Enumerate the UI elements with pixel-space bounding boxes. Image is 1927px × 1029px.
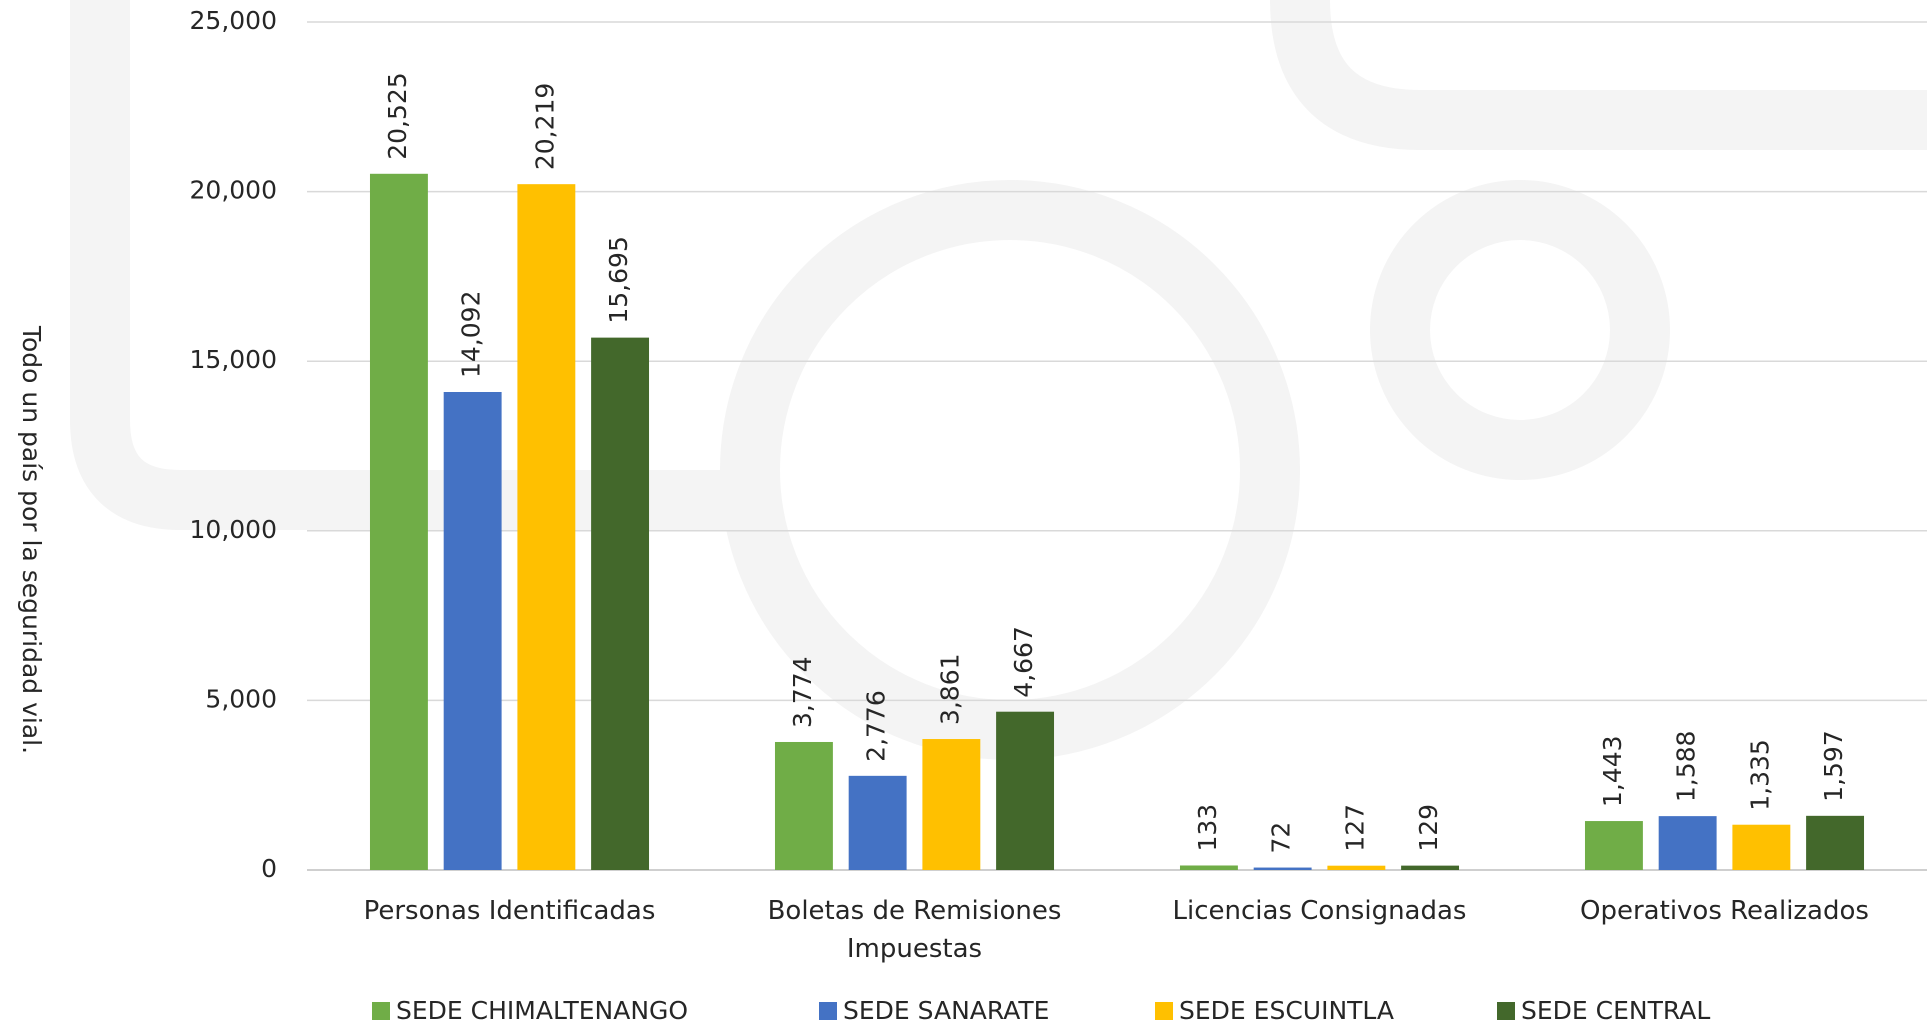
legend-label: SEDE CHIMALTENANGO [396, 996, 688, 1025]
bar [1585, 821, 1643, 870]
data-label: 3,774 [788, 656, 817, 728]
x-tick-label: Boletas de Remisiones Impuestas [727, 892, 1102, 968]
y-tick-label: 10,000 [190, 515, 277, 544]
legend-label: SEDE ESCUINTLA [1179, 996, 1394, 1025]
x-tick-label: Licencias Consignadas [1132, 892, 1507, 930]
data-label: 1,597 [1819, 730, 1848, 802]
data-label: 20,525 [383, 72, 412, 159]
data-label: 4,667 [1009, 626, 1038, 698]
bar [1254, 868, 1312, 870]
data-label: 2,776 [862, 690, 891, 762]
chart: Todo un país por la seguridad vial. 0 5,0… [0, 0, 1927, 1029]
bar [1401, 866, 1459, 870]
data-label: 127 [1340, 804, 1369, 852]
x-tick-label: Personas Identificadas [322, 892, 697, 930]
bar [922, 739, 980, 870]
bar [370, 174, 428, 870]
legend-swatch [372, 1002, 390, 1020]
data-label: 20,219 [530, 83, 559, 170]
data-label: 15,695 [604, 236, 633, 323]
legend-swatch [1155, 1002, 1173, 1020]
bar [1180, 865, 1238, 870]
data-label: 133 [1193, 804, 1222, 852]
y-tick-label: 20,000 [190, 176, 277, 205]
bar [1659, 816, 1717, 870]
y-tick-label: 5,000 [205, 684, 277, 713]
y-tick-label: 25,000 [190, 6, 277, 35]
legend-swatch [819, 1002, 837, 1020]
data-label: 1,335 [1745, 739, 1774, 811]
bar [444, 392, 502, 870]
legend-swatch [1497, 1002, 1515, 1020]
bar [1732, 825, 1790, 870]
x-tick-label: Operativos Realizados [1537, 892, 1912, 930]
data-label: 1,588 [1672, 731, 1701, 803]
bar [1806, 816, 1864, 870]
data-label: 1,443 [1598, 735, 1627, 807]
data-label: 3,861 [935, 653, 964, 725]
y-tick-label: 0 [261, 854, 277, 883]
chart-svg: Todo un país por la seguridad vial. 0 5,0… [0, 0, 1927, 1029]
bar [591, 338, 649, 870]
bar [849, 776, 907, 870]
data-label: 72 [1267, 822, 1296, 854]
y-axis-title: Todo un país por la seguridad vial. [17, 325, 46, 754]
data-label: 129 [1414, 804, 1443, 852]
data-label: 14,092 [457, 291, 486, 378]
bar [775, 742, 833, 870]
bar [517, 184, 575, 870]
y-tick-label: 15,000 [190, 345, 277, 374]
legend-label: SEDE SANARATE [843, 996, 1049, 1025]
bar [1327, 866, 1385, 870]
bar [996, 712, 1054, 870]
legend-label: SEDE CENTRAL [1521, 996, 1710, 1025]
